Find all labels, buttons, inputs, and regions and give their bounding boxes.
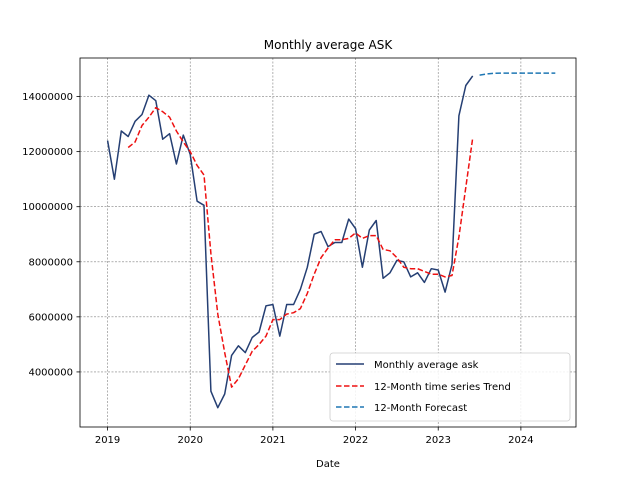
y-tick-label: 8000000 xyxy=(28,257,73,268)
y-tick-label: 4000000 xyxy=(28,367,73,378)
series-layer xyxy=(106,72,556,409)
chart-title: Monthly average ASK xyxy=(264,38,394,52)
x-axis-label: Date xyxy=(316,459,340,470)
legend-box xyxy=(329,352,571,422)
x-tick-label: 2020 xyxy=(177,435,202,446)
series-monthly-average-ask xyxy=(106,75,474,409)
x-tick-label: 2023 xyxy=(425,435,450,446)
y-tick-label: 6000000 xyxy=(28,312,73,323)
legend: Monthly average ask 12-Month time series… xyxy=(329,352,571,422)
series-12-month-forecast xyxy=(479,72,556,76)
x-tick-label: 2024 xyxy=(508,435,533,446)
x-tick-label: 2019 xyxy=(95,435,120,446)
x-tick-label: 2021 xyxy=(260,435,285,446)
legend-label-monthly: Monthly average ask xyxy=(374,360,479,371)
y-tick-label: 10000000 xyxy=(22,202,73,213)
legend-label-trend: 12-Month time series Trend xyxy=(374,382,511,393)
y-tick-label: 14000000 xyxy=(22,92,73,103)
y-tick-label: 12000000 xyxy=(22,147,73,158)
plot-frame xyxy=(79,57,577,428)
x-tick-label: 2022 xyxy=(343,435,368,446)
ticks: 2019 2020 2021 2022 2023 2024 4000000 6000000 80… xyxy=(22,92,534,446)
series-12-month-trend xyxy=(127,106,474,388)
legend-label-forecast: 12-Month Forecast xyxy=(374,403,467,414)
